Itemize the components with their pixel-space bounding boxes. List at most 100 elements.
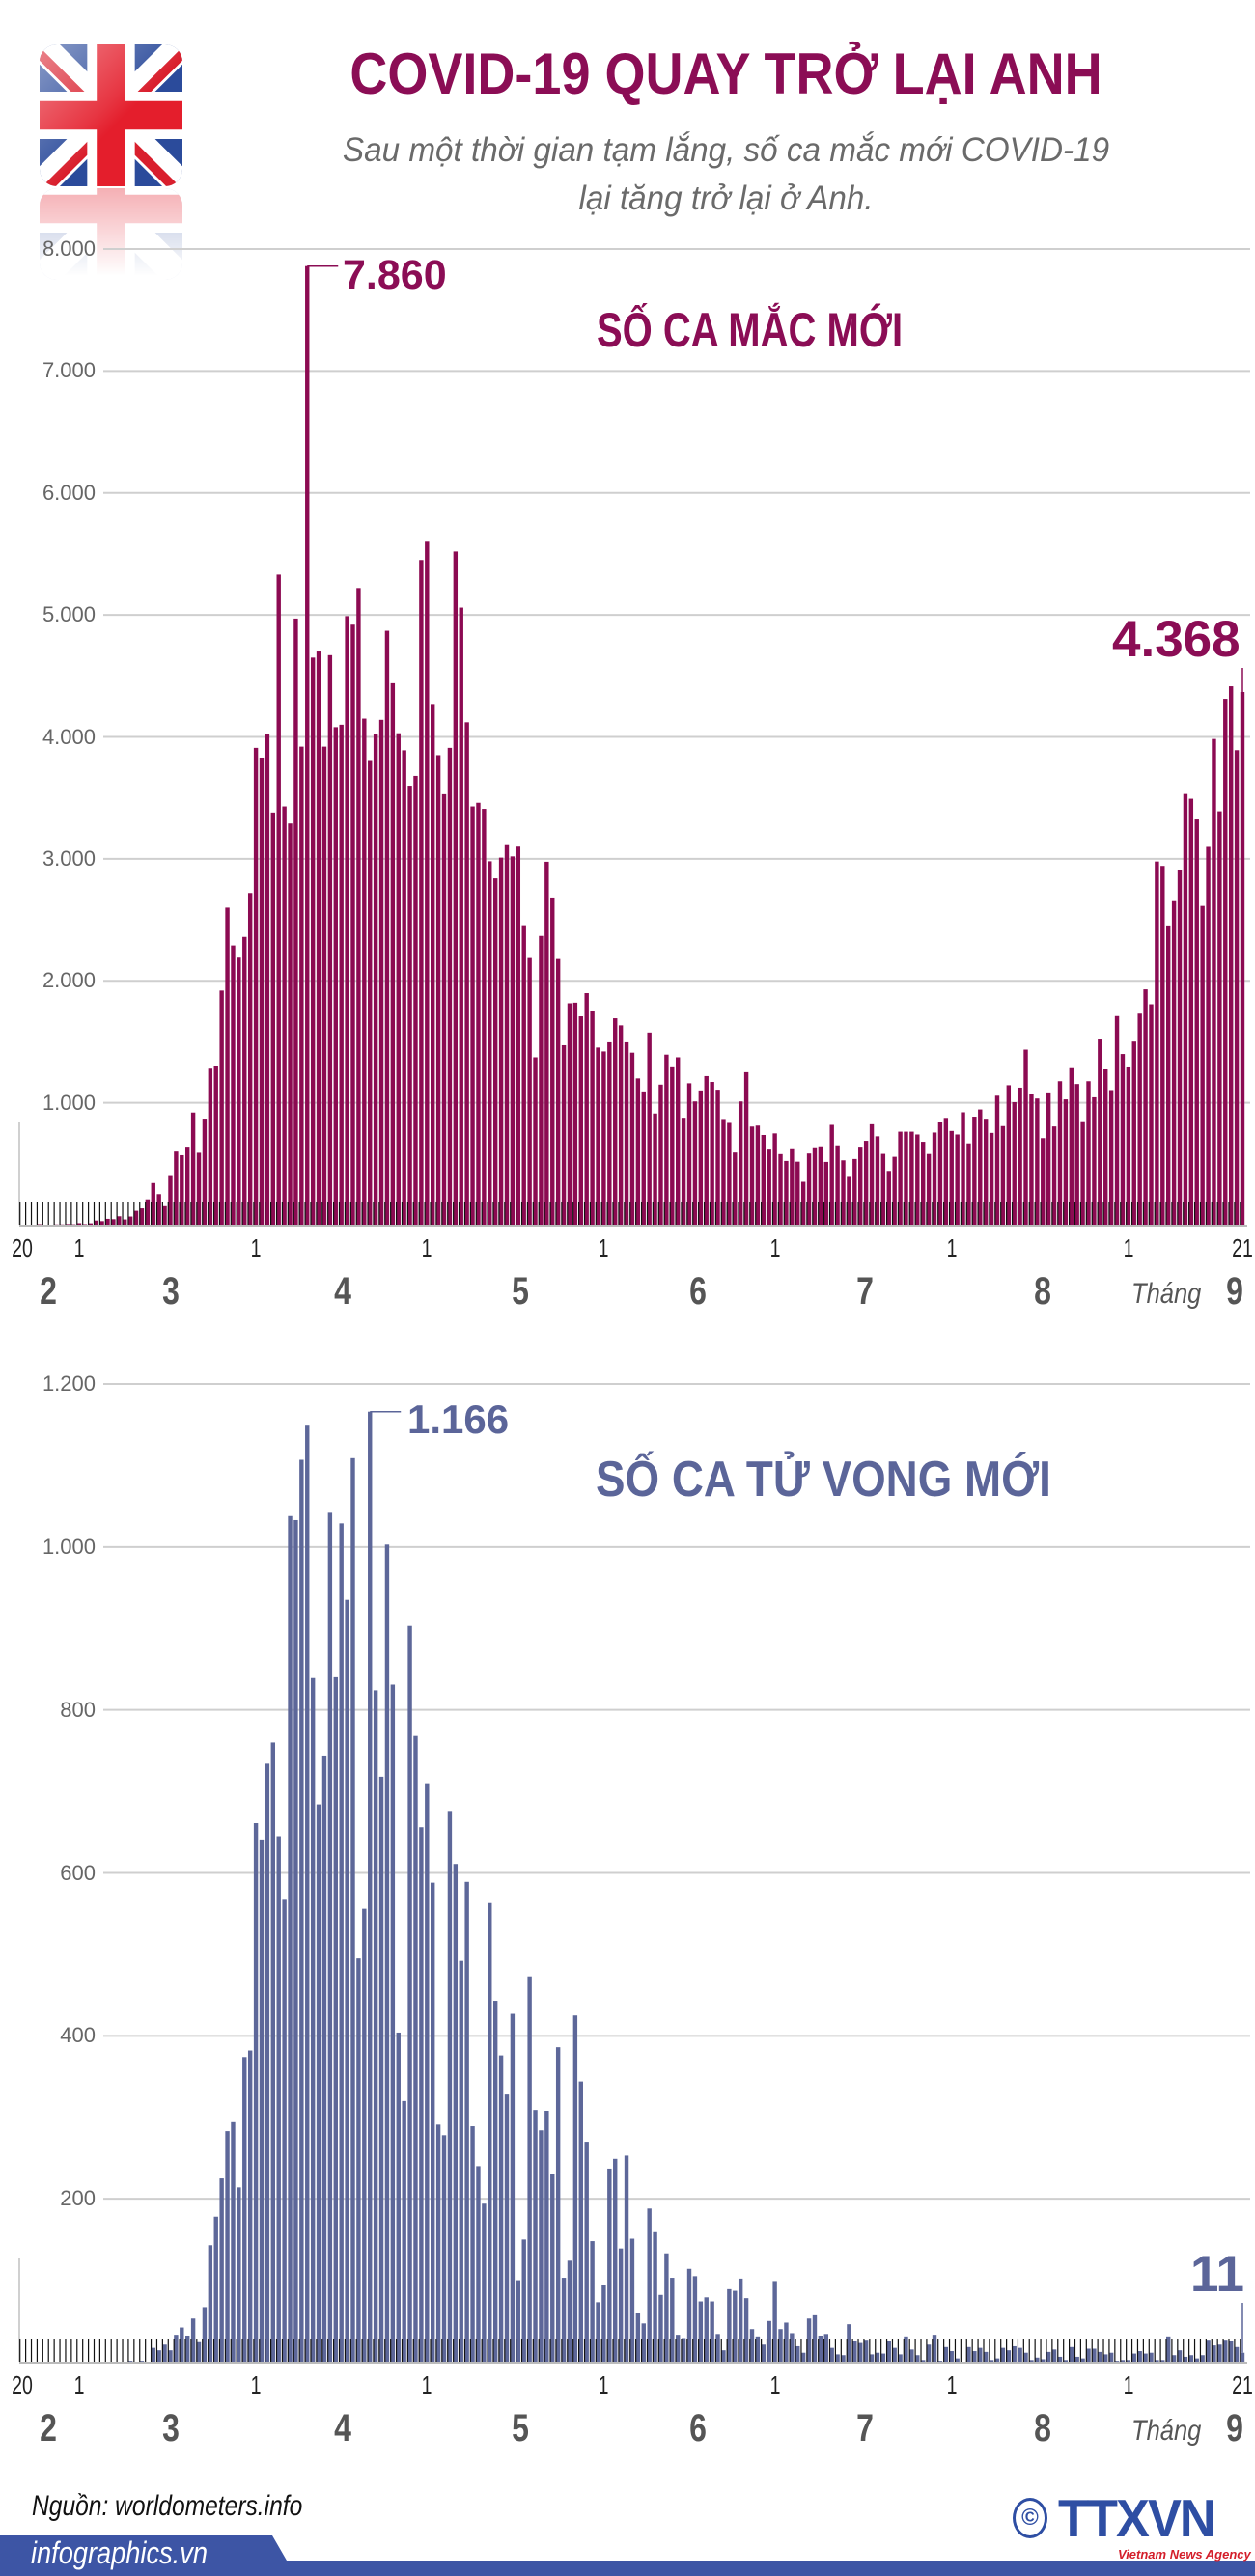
bar [715,2334,720,2362]
bar [282,1899,287,2362]
bar [407,1625,412,2362]
bar [180,1154,184,1225]
month-label: 8 [1034,1270,1051,1313]
bar [533,2110,538,2362]
bar [1188,2355,1194,2362]
bar [510,2013,516,2362]
bar [521,2239,526,2362]
bar [1149,1004,1154,1225]
bar [1217,2344,1222,2362]
cases-chart [18,248,1250,1227]
bar [629,2238,635,2362]
bar [761,1134,767,1225]
bar [127,1216,133,1225]
bar [1149,2352,1154,2362]
bar [368,760,373,1225]
month-prefix-label: Tháng [1131,2415,1202,2447]
bar [162,1205,167,1225]
month-label: 4 [334,2407,351,2450]
bar [743,1071,749,1225]
bar [926,1153,932,1225]
bar [806,2318,812,2362]
bar [321,746,327,1225]
bar [288,823,293,1225]
bar [1086,1081,1091,1225]
bar [704,2297,709,2362]
bar [607,1041,612,1225]
bar [368,1411,373,2362]
copyright-icon: © [1013,2498,1047,2538]
bar [253,1823,259,2362]
bar [1166,925,1171,1225]
x-tick-label: 1 [73,1233,85,1262]
bar [1160,2360,1165,2362]
bar [578,1016,583,1225]
x-tick-label: 1 [421,1233,432,1262]
bar [1057,2356,1063,2362]
bar [510,856,516,1225]
bar [561,1044,567,1225]
bar [202,2307,208,2362]
bar [955,2358,960,2362]
bar [327,1512,333,2362]
bar [1000,2347,1006,2362]
bar [1194,2358,1199,2362]
month-label: 6 [689,1270,707,1313]
bar [629,1052,635,1225]
bar [1223,2340,1228,2362]
bar [670,2278,675,2362]
bar [641,1091,646,1225]
bar [378,719,384,1225]
bar [812,1147,818,1225]
bar [1155,2360,1159,2362]
bar [384,1544,390,2362]
month-label: 7 [856,1270,874,1313]
bar [362,1908,367,2362]
bar [778,2329,783,2362]
bar [1006,1085,1012,1225]
bar [710,1082,714,1225]
x-tick-label: 1 [421,2370,432,2399]
bar [1069,1067,1074,1225]
bar [1120,1054,1126,1225]
bar [105,1218,110,1225]
bar [1160,866,1165,1225]
y-tick-label: 2.000 [42,968,96,993]
y-tick-label: 600 [60,1860,96,1885]
bar [516,2280,521,2362]
bar [607,2168,612,2362]
bar [584,2142,589,2362]
bar [823,2334,828,2362]
bar [1018,2347,1022,2362]
bar [373,1690,378,2362]
y-tick-label: 1.200 [42,1371,96,1396]
bar [282,806,287,1225]
bar [196,2341,202,2362]
bar [618,1025,624,1225]
bar [151,2347,155,2362]
bar [989,1132,994,1225]
x-tick-label: 21 [1232,2370,1253,2399]
bar [464,722,469,1225]
bar [943,1118,949,1225]
bar [453,551,459,1225]
bar [892,1156,897,1225]
bar [601,1051,606,1225]
bar [784,1160,789,1225]
bar [596,1047,600,1225]
bar [345,616,349,1225]
bar [237,957,241,1225]
x-tick-label: 1 [73,2370,85,2399]
bar [898,1131,903,1225]
bar [521,925,526,1225]
site-link[interactable]: infographics.vn [31,2535,208,2570]
bar [921,2360,926,2362]
bar [88,1223,93,1225]
cases-chart-title: SỐ CA MẮC MỚI [597,303,904,357]
bar [1240,691,1245,1225]
x-tick-label: 1 [250,2370,262,2399]
bar [1126,1066,1131,1225]
bar [761,2344,767,2362]
bar [733,2290,738,2362]
bar [955,1134,960,1225]
